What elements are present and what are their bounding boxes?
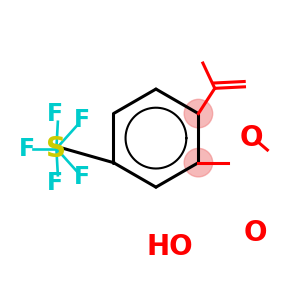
- Text: O: O: [239, 124, 263, 152]
- Text: F: F: [74, 165, 90, 189]
- Text: F: F: [74, 108, 90, 132]
- Text: HO: HO: [146, 232, 193, 261]
- Text: O: O: [244, 219, 267, 247]
- Text: F: F: [47, 102, 63, 126]
- Text: F: F: [19, 136, 35, 160]
- Text: S: S: [46, 134, 66, 163]
- Circle shape: [184, 148, 213, 177]
- Circle shape: [184, 99, 213, 128]
- Text: F: F: [47, 171, 63, 195]
